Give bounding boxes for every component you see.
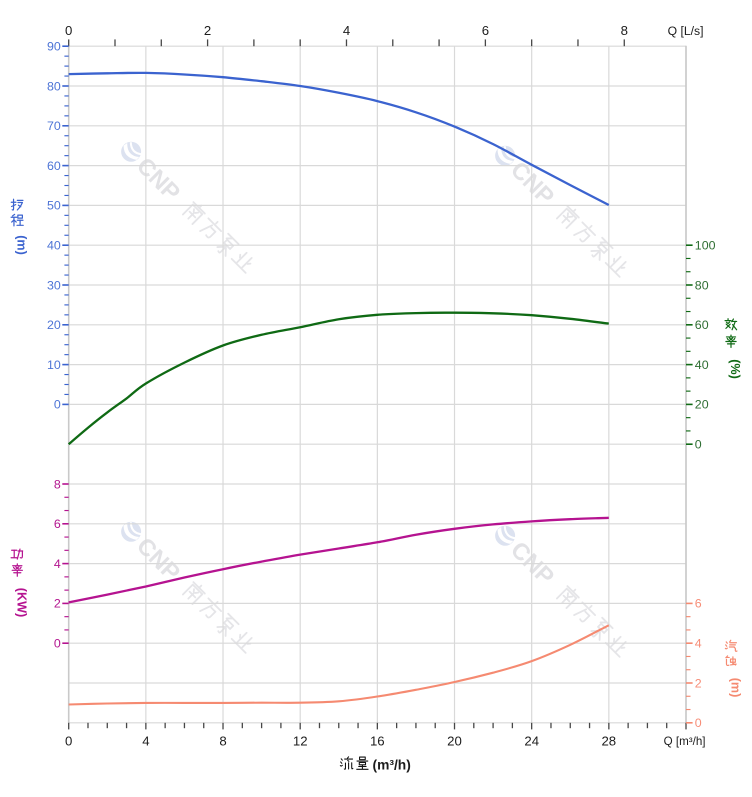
svg-text:Q [L/s]: Q [L/s]	[668, 24, 704, 38]
svg-text:60: 60	[47, 159, 61, 173]
svg-text:0: 0	[695, 716, 702, 730]
svg-text:(m): (m)	[14, 235, 28, 255]
svg-text:8: 8	[54, 477, 61, 491]
svg-text:0: 0	[695, 438, 702, 452]
svg-text:40: 40	[695, 358, 709, 372]
svg-text:28: 28	[601, 734, 616, 749]
svg-text:(m³/h): (m³/h)	[373, 757, 411, 772]
svg-text:100: 100	[695, 239, 716, 253]
svg-text:2: 2	[54, 597, 61, 611]
svg-text:40: 40	[47, 239, 61, 253]
svg-text:(m): (m)	[728, 678, 742, 698]
svg-text:50: 50	[47, 199, 61, 213]
svg-text:80: 80	[47, 79, 61, 93]
svg-text:70: 70	[47, 119, 61, 133]
svg-text:20: 20	[47, 318, 61, 332]
svg-text:12: 12	[293, 734, 308, 749]
svg-text:0: 0	[65, 734, 72, 749]
svg-text:24: 24	[524, 734, 539, 749]
svg-text:2: 2	[204, 23, 211, 38]
svg-text:4: 4	[343, 23, 350, 38]
svg-text:10: 10	[47, 358, 61, 372]
svg-text:4: 4	[142, 734, 149, 749]
svg-text:20: 20	[447, 734, 462, 749]
svg-text:Q [m³/h]: Q [m³/h]	[664, 735, 706, 748]
svg-text:6: 6	[482, 23, 489, 38]
svg-text:(%): (%)	[728, 359, 742, 379]
svg-text:0: 0	[54, 398, 61, 412]
svg-text:(KW): (KW)	[14, 588, 28, 617]
svg-text:4: 4	[54, 557, 61, 571]
svg-text:2: 2	[695, 676, 702, 690]
svg-text:6: 6	[54, 517, 61, 531]
svg-text:80: 80	[695, 278, 709, 292]
svg-text:30: 30	[47, 278, 61, 292]
svg-text:90: 90	[47, 40, 61, 54]
svg-text:20: 20	[695, 398, 709, 412]
svg-text:6: 6	[695, 597, 702, 611]
svg-text:0: 0	[54, 637, 61, 651]
svg-text:8: 8	[219, 734, 226, 749]
svg-text:60: 60	[695, 318, 709, 332]
svg-text:0: 0	[65, 23, 72, 38]
svg-text:4: 4	[695, 637, 702, 651]
svg-text:16: 16	[370, 734, 385, 749]
svg-text:8: 8	[621, 23, 628, 38]
